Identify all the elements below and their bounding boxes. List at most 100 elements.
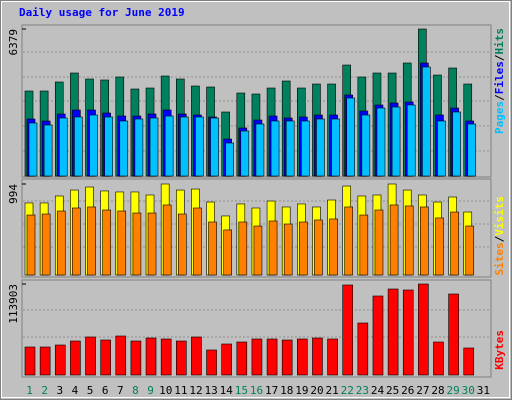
bar — [89, 114, 98, 177]
bar — [404, 205, 414, 276]
x-tick-label: 28 — [431, 384, 444, 397]
bar — [179, 116, 189, 177]
x-tick-label: 8 — [132, 384, 139, 397]
bar — [359, 214, 369, 276]
bar — [39, 346, 51, 376]
bar — [221, 343, 232, 376]
bar — [206, 349, 217, 376]
bar — [450, 211, 459, 276]
bar — [301, 120, 310, 177]
bar — [255, 123, 265, 177]
x-tick-label: 30 — [462, 384, 475, 397]
bar — [420, 206, 429, 276]
bar — [437, 120, 446, 177]
bar — [28, 122, 38, 177]
bar — [344, 206, 354, 276]
bar — [56, 210, 66, 276]
bar — [253, 225, 263, 276]
bar — [24, 346, 36, 376]
bar — [238, 221, 248, 276]
bar — [283, 223, 293, 276]
x-tick-label: 13 — [204, 384, 217, 397]
x-tick-label: 10 — [159, 384, 172, 397]
bar — [100, 339, 111, 376]
x-tick-label: 9 — [147, 384, 154, 397]
bar — [329, 218, 338, 276]
bar — [149, 117, 159, 177]
legend-entry: Visits — [493, 196, 506, 236]
bar — [422, 66, 431, 177]
bar — [389, 204, 399, 276]
bar — [160, 338, 172, 376]
bar — [376, 107, 386, 177]
bar — [210, 117, 219, 177]
bar — [162, 204, 172, 276]
x-tick-label: 12 — [189, 384, 202, 397]
x-tick-label: 15 — [235, 384, 248, 397]
legend-separator: / — [493, 235, 506, 242]
bar — [58, 117, 68, 177]
bar — [327, 338, 338, 376]
bar — [331, 118, 340, 177]
legend-entry: KBytes — [493, 330, 506, 370]
bar — [145, 337, 157, 376]
bar — [70, 340, 81, 376]
x-tick-label: 21 — [326, 384, 339, 397]
bar — [391, 106, 401, 177]
x-tick-label: 1 — [26, 384, 33, 397]
bar — [372, 295, 384, 376]
bar — [268, 220, 278, 276]
x-tick-label: 20 — [310, 384, 323, 397]
bar — [130, 340, 142, 376]
chart-title: Daily usage for June 2019 — [19, 6, 185, 19]
bar — [87, 206, 96, 276]
legend-entry: Pages — [493, 101, 506, 134]
x-tick-label: 27 — [416, 384, 429, 397]
bar — [102, 209, 111, 276]
bar — [463, 347, 475, 376]
legend: Pages/Files/Hits — [493, 28, 506, 134]
bar — [191, 336, 202, 376]
legend-separator: / — [493, 54, 506, 61]
bar — [448, 293, 459, 376]
bar — [195, 116, 204, 177]
bar — [281, 339, 293, 376]
y-tick-label: 113903 — [7, 284, 20, 324]
legend-entry: Sites — [493, 242, 506, 275]
bar — [41, 213, 51, 276]
x-tick-label: 4 — [72, 384, 79, 397]
x-tick-label: 7 — [117, 384, 124, 397]
x-tick-label: 29 — [447, 384, 460, 397]
x-tick-label: 6 — [102, 384, 109, 397]
bar — [193, 207, 202, 276]
x-tick-label: 2 — [41, 384, 48, 397]
bar — [115, 335, 127, 376]
bar — [225, 142, 234, 177]
x-tick-label: 17 — [265, 384, 278, 397]
bar — [342, 284, 354, 376]
bar — [452, 111, 461, 177]
x-tick-label: 14 — [220, 384, 234, 397]
bar — [285, 120, 295, 177]
x-tick-label: 11 — [174, 384, 187, 397]
bar — [467, 123, 477, 177]
bar — [74, 116, 83, 177]
bar — [236, 341, 248, 376]
bar — [374, 209, 384, 276]
bar — [175, 340, 187, 376]
legend-entry: Files — [493, 61, 506, 94]
x-tick-label: 25 — [386, 384, 399, 397]
bar — [346, 97, 356, 177]
x-tick-label: 22 — [341, 384, 354, 397]
bar — [223, 229, 232, 276]
bar — [387, 288, 399, 376]
bar — [433, 341, 444, 376]
legend: KBytes — [493, 330, 506, 370]
bar — [54, 344, 66, 376]
bar — [72, 207, 81, 276]
legend: Sites/Visits — [493, 196, 506, 276]
bar — [266, 338, 278, 376]
bar — [85, 336, 96, 376]
bar — [147, 212, 157, 276]
